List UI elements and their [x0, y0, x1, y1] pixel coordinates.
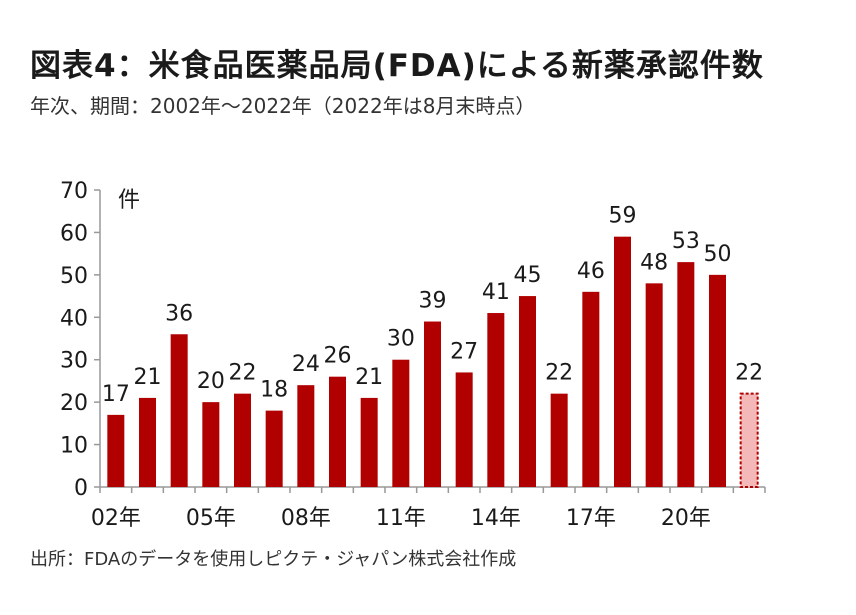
data-label: 17 — [102, 382, 130, 407]
bar — [265, 410, 283, 487]
bar — [360, 397, 378, 487]
chart-subtitle: 年次、期間：2002年～2022年（2022年は8月末時点） — [30, 94, 536, 118]
y-axis-unit: 件 — [118, 188, 140, 213]
data-label: 21 — [355, 365, 383, 390]
y-tick-label: 20 — [60, 391, 88, 416]
bar — [297, 385, 315, 487]
data-label: 18 — [260, 378, 288, 403]
x-tick-label: 08年 — [281, 506, 331, 531]
bar — [424, 321, 441, 487]
bar-partial-year — [739, 392, 759, 488]
bar — [455, 372, 473, 487]
bar — [139, 397, 156, 487]
data-label: 59 — [609, 204, 637, 229]
bar — [677, 262, 695, 487]
data-label: 21 — [134, 365, 162, 390]
y-tick-label: 50 — [60, 264, 88, 289]
chart-title: 図表4：米食品医薬品局(FDA)による新薬承認件数 — [30, 48, 764, 84]
y-tick-label: 30 — [60, 349, 88, 374]
data-label: 26 — [324, 344, 352, 369]
data-label: 53 — [672, 229, 700, 254]
data-label: 45 — [514, 263, 542, 288]
data-label: 24 — [292, 352, 320, 377]
bar — [202, 402, 220, 487]
bar — [709, 274, 726, 487]
x-tick-label: 11年 — [376, 506, 426, 531]
bar — [550, 393, 568, 487]
x-tick-label: 05年 — [186, 506, 236, 531]
data-label: 30 — [387, 327, 415, 352]
y-tick-label: 10 — [60, 434, 88, 459]
bar — [487, 313, 505, 487]
bar — [519, 296, 536, 487]
data-label: 36 — [165, 301, 193, 326]
bar — [645, 283, 663, 487]
bar — [582, 291, 600, 487]
data-label: 22 — [735, 361, 763, 386]
y-tick-label: 0 — [74, 476, 88, 501]
bar — [614, 236, 631, 487]
bar — [107, 414, 125, 487]
bar — [234, 393, 251, 487]
source-note: 出所：FDAのデータを使用しピクテ・ジャパン株式会社作成 — [30, 549, 517, 570]
data-label: 22 — [545, 361, 573, 386]
bar — [170, 334, 188, 487]
y-tick-label: 60 — [60, 221, 88, 246]
data-label: 48 — [640, 250, 668, 275]
x-tick-label: 02年 — [91, 506, 141, 531]
y-tick-label: 70 — [60, 179, 88, 204]
bar — [392, 359, 410, 487]
y-tick-label: 40 — [60, 306, 88, 331]
bar — [329, 376, 346, 487]
data-label: 46 — [577, 259, 605, 284]
data-label: 20 — [197, 369, 225, 394]
x-tick-label: 14年 — [471, 506, 521, 531]
data-label: 27 — [450, 339, 478, 364]
data-label: 22 — [229, 361, 257, 386]
data-label: 50 — [704, 242, 732, 267]
data-label: 39 — [419, 289, 447, 314]
x-tick-label: 20年 — [661, 506, 711, 531]
x-tick-label: 17年 — [566, 506, 616, 531]
data-label: 41 — [482, 280, 510, 305]
